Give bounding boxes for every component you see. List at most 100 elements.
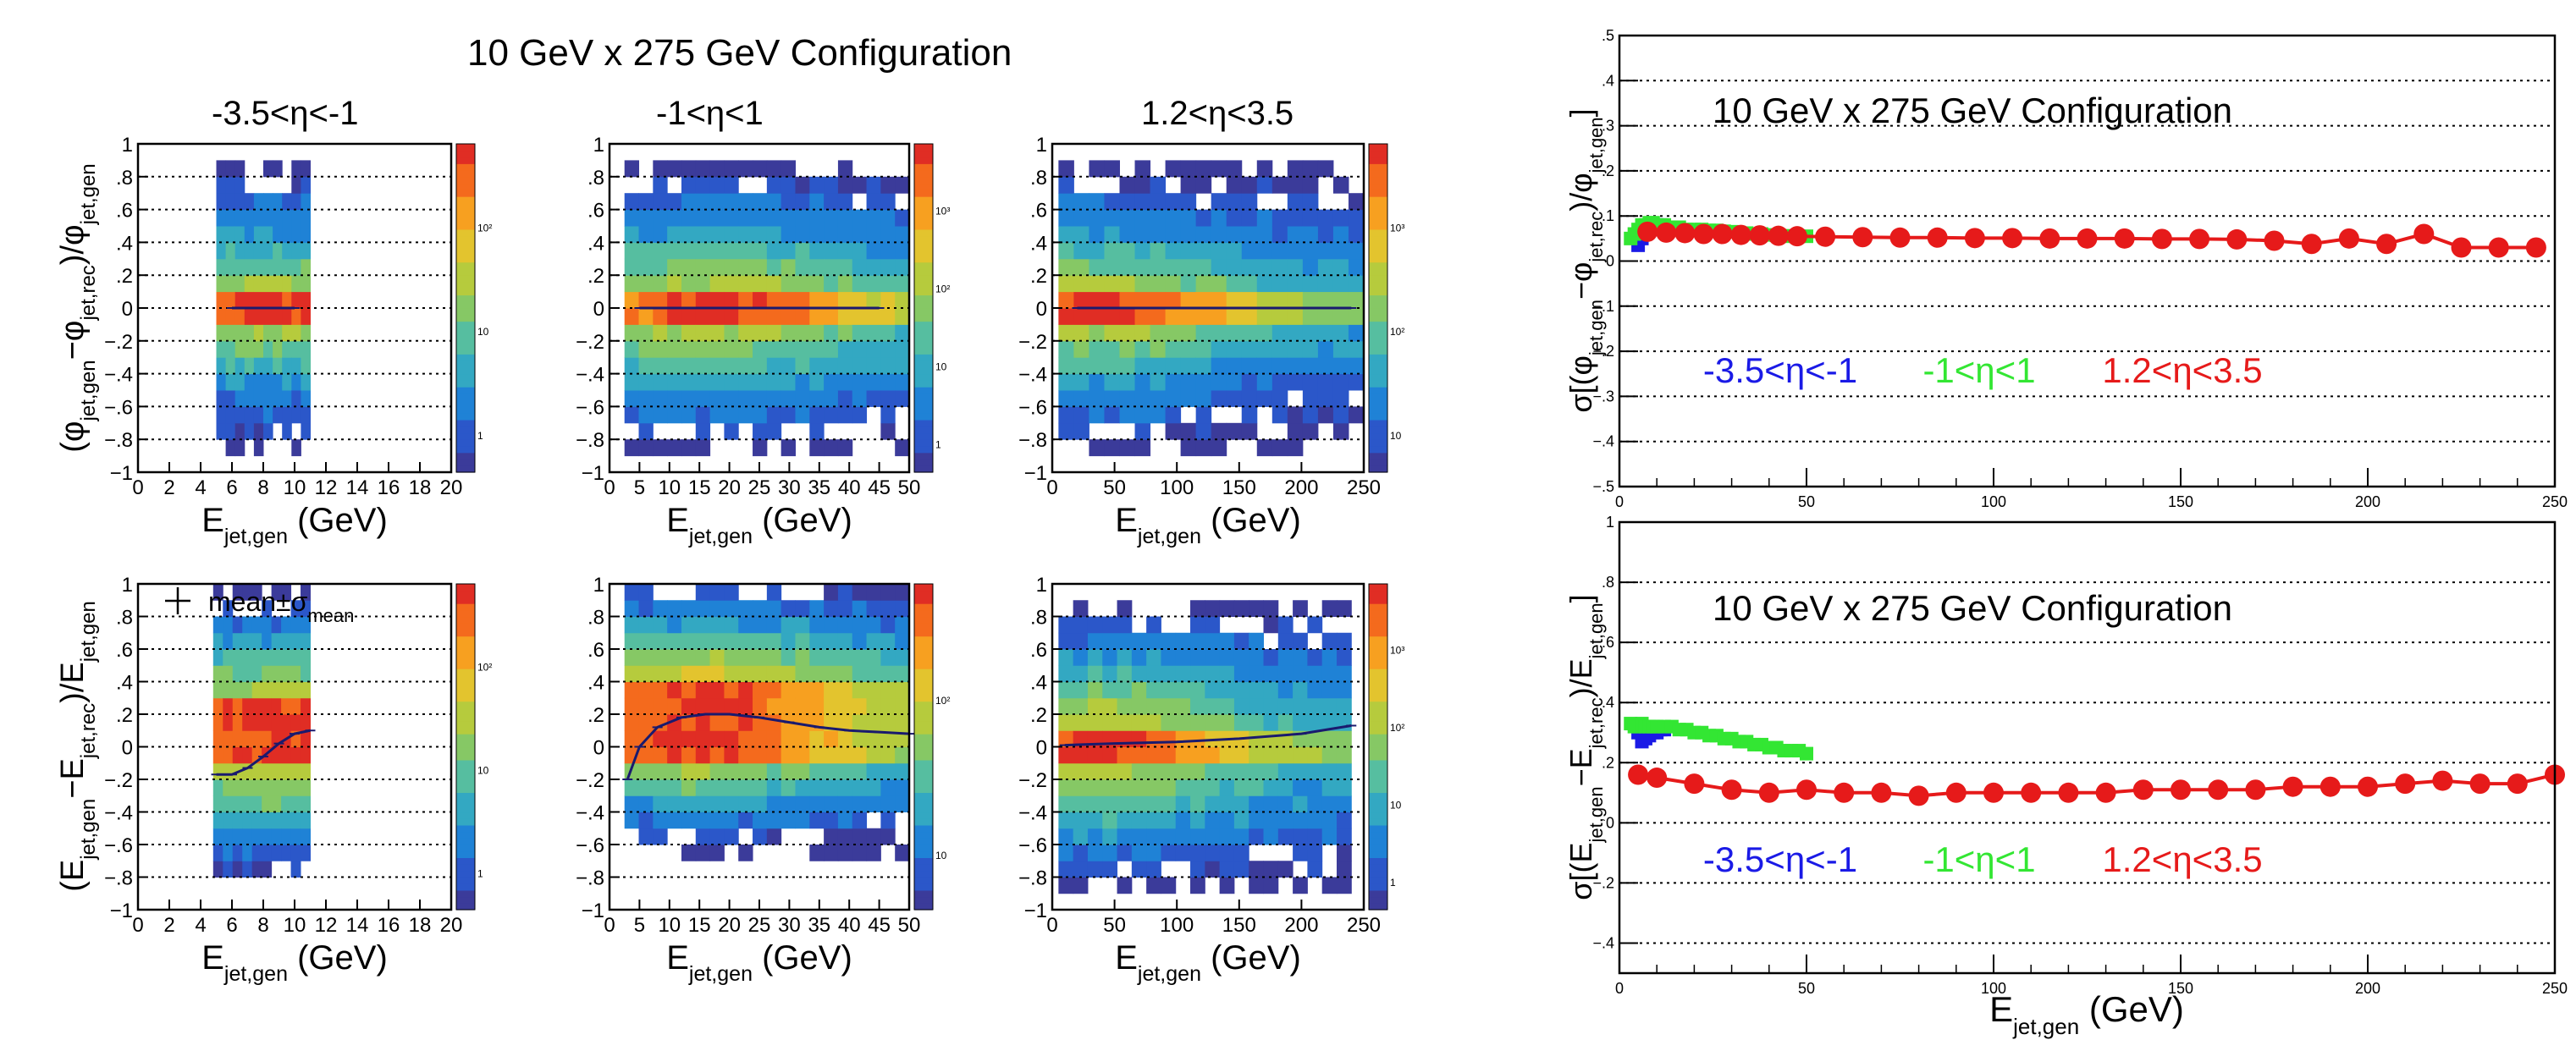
heatmap-cell (1211, 308, 1227, 325)
heatmap-cell (1089, 160, 1105, 178)
label-part: (φ (55, 421, 91, 452)
heatmap-cell (667, 812, 682, 829)
heatmap-cell (1161, 632, 1177, 650)
data-point (2189, 228, 2210, 250)
colorbar-segment (1369, 196, 1387, 204)
heatmap-cell (709, 226, 725, 243)
heatmap-cell (1117, 812, 1133, 829)
heatmap-cell (281, 632, 292, 650)
colorbar-segment (914, 824, 933, 833)
heatmap-cell (281, 649, 292, 666)
heatmap-cell (1087, 649, 1103, 666)
heatmap-cell (866, 308, 881, 325)
heatmap-cell (273, 308, 283, 325)
heatmap-cell (753, 665, 768, 682)
heatmap-cell (1241, 193, 1258, 211)
colorbar-segment (914, 720, 933, 728)
heatmap-cell (223, 795, 234, 812)
heatmap-cell (1175, 762, 1191, 780)
heatmap-cell (681, 357, 697, 375)
heatmap-cell (653, 600, 668, 617)
heatmap-cell (1087, 616, 1103, 634)
heatmap-cell (216, 209, 227, 227)
heatmap-cell (1134, 373, 1151, 391)
heatmap-cell (251, 828, 262, 845)
colorbar-segment (914, 281, 933, 289)
colorbar-segment (456, 681, 475, 689)
heatmap-cell (291, 373, 301, 391)
heatmap-cell (852, 357, 868, 375)
heatmap-cell (866, 584, 881, 601)
colorbar-tick-label: 10² (935, 695, 950, 707)
heatmap-cell (232, 861, 243, 878)
x-tick-label: 150 (1222, 914, 1256, 937)
colorbar-segment (914, 727, 933, 735)
heatmap-cell (695, 308, 711, 325)
heatmap-cell (795, 697, 810, 715)
heatmap-cell (1102, 746, 1118, 764)
heatmap-cell (1211, 390, 1227, 407)
label-part: E (1115, 502, 1138, 539)
colorbar-segment (914, 150, 933, 158)
heatmap-cell (290, 714, 301, 731)
heatmap-cell (242, 795, 253, 812)
heatmap-cell (738, 681, 753, 699)
colorbar-frame (1368, 143, 1388, 473)
heatmap-cell (1161, 697, 1177, 715)
heatmap-cell (866, 649, 881, 666)
heatmap-cell (290, 812, 301, 829)
heatmap-cell (724, 681, 739, 699)
heatmap-cell (1263, 746, 1279, 764)
heatmap-cell (1317, 209, 1334, 227)
heatmap-cell (1317, 226, 1334, 243)
colorbar-segment (456, 242, 475, 250)
heatmap-cell (866, 176, 881, 194)
heatmap-cell (223, 812, 234, 829)
heatmap-cell (667, 795, 682, 812)
heatmap-cell (766, 681, 782, 699)
data-point (2021, 782, 2042, 803)
colorbar-segment (914, 805, 933, 813)
heatmap-cell (1348, 357, 1365, 375)
colorbar-segment (1369, 387, 1387, 394)
heatmap-cell (624, 439, 640, 457)
heatmap-cell (837, 209, 853, 227)
heatmap-cell (1146, 779, 1161, 796)
heatmap-cell (866, 795, 881, 812)
colorbar-segment (456, 157, 475, 164)
heatmap-cell (681, 795, 697, 812)
heatmap-cell (809, 845, 825, 861)
heatmap-cell (753, 812, 768, 829)
colorbar-segment (1369, 623, 1387, 630)
y-tick-label: −.4 (1018, 802, 1047, 825)
heatmap-cell (667, 681, 682, 699)
heatmap-cell (1302, 291, 1319, 309)
heatmap-cell (852, 812, 868, 829)
heatmap-cell (1211, 160, 1227, 178)
heatmap-cell (709, 275, 725, 293)
colorbar-segment (914, 419, 933, 427)
heatmap-cell (1190, 649, 1205, 666)
colorbar-segment (456, 649, 475, 657)
heatmap-cell (1119, 176, 1136, 194)
heatmap-cell (1256, 340, 1273, 358)
colorbar-segment (456, 202, 475, 211)
heatmap-cell (624, 291, 640, 309)
y-tick-label: .1 (1602, 207, 1614, 224)
heatmap-cell (1117, 616, 1133, 634)
heatmap-cell (1321, 681, 1338, 699)
heatmap-cell (1102, 697, 1118, 715)
heatmap-cell (242, 584, 253, 601)
heatmap-cell (1277, 861, 1294, 878)
x-tick-label: 4 (195, 476, 206, 499)
x-tick-label: 45 (868, 476, 891, 499)
colorbar-segment (1369, 597, 1387, 604)
heatmap-cell (244, 242, 255, 260)
heatmap-cell (271, 665, 282, 682)
heatmap-cell (824, 406, 839, 424)
heatmap-cell (837, 291, 853, 309)
colorbar-segment (456, 597, 475, 604)
heatmap-cell (753, 160, 768, 178)
heatmap-cell (809, 209, 825, 227)
colorbar-segment (914, 629, 933, 637)
